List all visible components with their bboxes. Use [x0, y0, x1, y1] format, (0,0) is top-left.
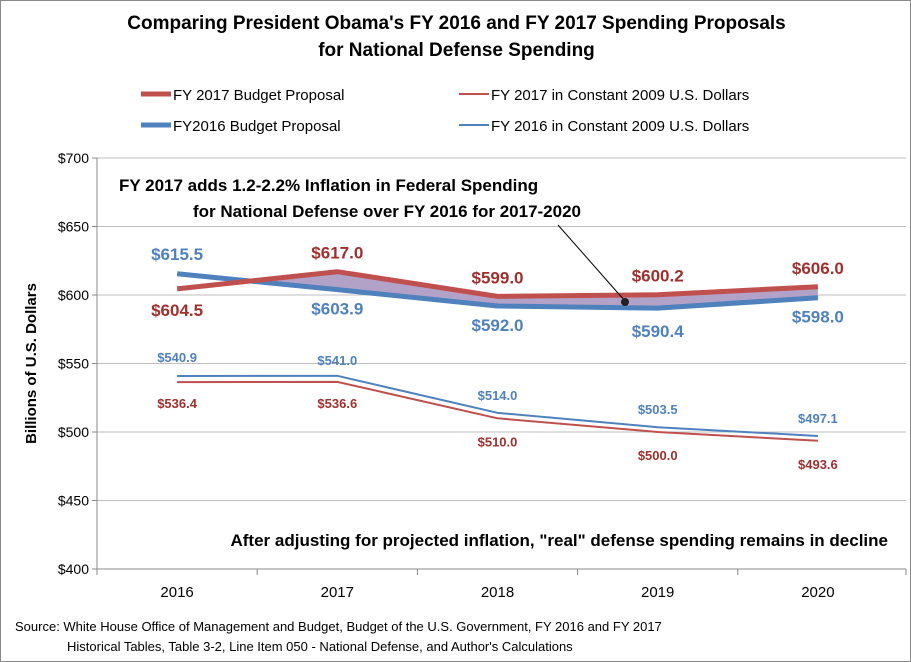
- chart-title-line-2: for National Defense Spending: [318, 40, 595, 61]
- data-label: $500.0: [638, 448, 678, 463]
- data-label: $541.0: [317, 353, 357, 368]
- data-label: $493.6: [798, 457, 838, 472]
- y-tick-label: $500: [58, 424, 89, 440]
- data-label: $590.4: [632, 322, 685, 341]
- data-label: $540.9: [157, 350, 197, 365]
- data-label: $592.0: [472, 316, 524, 335]
- annotation-line-1: FY 2017 adds 1.2-2.2% Inflation in Feder…: [119, 176, 538, 195]
- data-label: $497.1: [798, 411, 838, 426]
- y-axis-label: Billions of U.S. Dollars: [23, 283, 40, 444]
- x-tick-label: 2019: [641, 584, 674, 601]
- data-label: $598.0: [792, 308, 844, 327]
- data-label: $617.0: [311, 244, 363, 263]
- y-tick-label: $600: [58, 287, 89, 303]
- legend-label: FY 2017 in Constant 2009 U.S. Dollars: [491, 87, 749, 104]
- x-tick-label: 2020: [801, 584, 834, 601]
- series-line-1: [176, 271, 819, 311]
- x-tick-label: 2016: [160, 584, 193, 601]
- data-label: $536.4: [157, 396, 198, 411]
- data-label: $603.9: [311, 300, 363, 319]
- annotation-bottom: After adjusting for projected inflation,…: [230, 531, 888, 550]
- legend-label: FY 2017 Budget Proposal: [173, 87, 345, 104]
- legend-label: FY2016 Budget Proposal: [173, 118, 341, 135]
- source-line-1: Source: White House Office of Management…: [15, 619, 662, 634]
- series-line-3: [177, 374, 818, 437]
- source-line-2: Historical Tables, Table 3-2, Line Item …: [67, 639, 573, 654]
- y-tick-label: $400: [58, 561, 89, 577]
- y-tick-label: $650: [58, 219, 89, 235]
- annotation-arrow: [557, 224, 626, 302]
- data-label: $514.0: [478, 388, 518, 403]
- chart-title-line-1: Comparing President Obama's FY 2016 and …: [127, 13, 786, 34]
- y-tick-label: $550: [58, 356, 89, 372]
- annotation-line-2: for National Defense over FY 2016 for 20…: [193, 202, 581, 221]
- y-tick-label: $700: [58, 150, 89, 166]
- data-label: $615.5: [151, 245, 203, 264]
- data-label: $600.2: [632, 267, 684, 286]
- x-tick-label: 2018: [481, 584, 514, 601]
- legend-label: FY 2016 in Constant 2009 U.S. Dollars: [491, 118, 749, 135]
- data-label: $599.0: [472, 268, 524, 287]
- x-tick-label: 2017: [321, 584, 354, 601]
- data-label: $510.0: [478, 434, 518, 449]
- series-line-0: [176, 269, 819, 299]
- data-label: $604.5: [151, 301, 203, 320]
- data-label: $606.0: [792, 259, 844, 278]
- series-line-2: [177, 380, 818, 442]
- y-tick-label: $450: [58, 493, 89, 509]
- data-label: $536.6: [317, 396, 357, 411]
- annotation-point: [621, 298, 629, 306]
- data-label: $503.5: [638, 402, 678, 417]
